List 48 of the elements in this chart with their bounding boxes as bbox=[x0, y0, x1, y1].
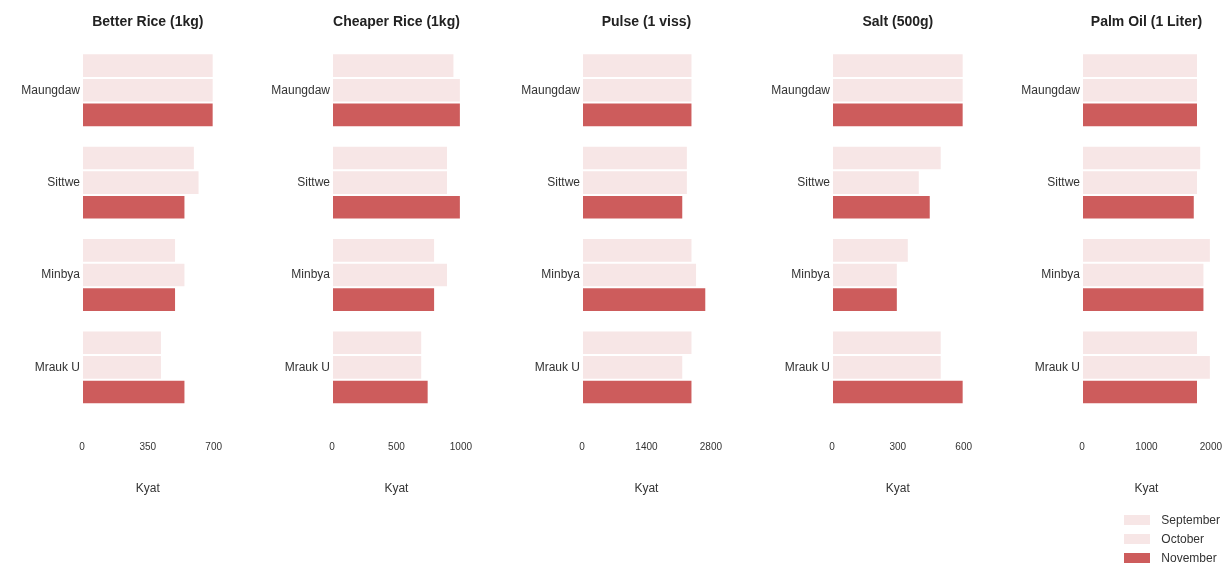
x-tick-label: 500 bbox=[388, 441, 406, 453]
x-tick-label: 600 bbox=[955, 441, 973, 453]
x-tick-label: 700 bbox=[205, 441, 223, 453]
chart-title: Palm Oil (1 Liter) bbox=[1090, 12, 1203, 29]
x-axis-title: Kyat bbox=[634, 481, 660, 496]
y-tick-label: Sittwe bbox=[797, 174, 831, 189]
chart-title: Pulse (1 viss) bbox=[601, 12, 692, 29]
chart-title: Cheaper Rice (1kg) bbox=[333, 12, 460, 29]
x-tick-label: 1000 bbox=[449, 441, 473, 453]
x-tick-label: 2800 bbox=[699, 441, 723, 453]
y-tick-label: Sittwe bbox=[47, 174, 81, 189]
x-axis-title: Kyat bbox=[1134, 481, 1160, 496]
y-tick-label: Maungdaw bbox=[1021, 82, 1081, 97]
y-tick-label: Minbya bbox=[541, 267, 581, 282]
y-tick-label: Maungdaw bbox=[771, 82, 831, 97]
y-tick-label: Mrauk U bbox=[784, 359, 830, 374]
x-tick-label: 2000 bbox=[1199, 441, 1223, 453]
x-tick-label: 350 bbox=[139, 441, 157, 453]
chart-title: Salt (500g) bbox=[862, 12, 934, 29]
legend-label: September bbox=[1161, 512, 1220, 527]
legend-label: November bbox=[1161, 550, 1217, 565]
y-tick-label: Maungdaw bbox=[271, 82, 331, 97]
x-axis-title: Kyat bbox=[135, 481, 161, 496]
x-tick-label: 0 bbox=[579, 441, 586, 453]
y-tick-label: Maungdaw bbox=[21, 82, 81, 97]
x-tick-label: 0 bbox=[829, 441, 836, 453]
legend-label: October bbox=[1161, 531, 1204, 546]
x-tick-label: 300 bbox=[889, 441, 907, 453]
y-tick-label: Minbya bbox=[791, 267, 831, 282]
x-axis-title: Kyat bbox=[885, 481, 911, 496]
x-axis-title: Kyat bbox=[384, 481, 410, 496]
y-tick-label: Minbya bbox=[41, 267, 81, 282]
chart-title: Better Rice (1kg) bbox=[92, 12, 204, 29]
x-tick-label: 1000 bbox=[1135, 441, 1158, 453]
y-tick-label: Maungdaw bbox=[521, 82, 581, 97]
y-tick-label: Minbya bbox=[1041, 267, 1081, 282]
x-tick-label: 1400 bbox=[635, 441, 658, 453]
x-tick-label: 0 bbox=[329, 441, 336, 453]
x-tick-label: 0 bbox=[1079, 441, 1086, 453]
x-tick-label: 0 bbox=[79, 441, 86, 453]
y-tick-label: Sittwe bbox=[1047, 174, 1081, 189]
y-tick-label: Minbya bbox=[291, 267, 331, 282]
y-tick-label: Mrauk U bbox=[284, 359, 330, 374]
y-tick-label: Mrauk U bbox=[534, 359, 580, 374]
y-tick-label: Mrauk U bbox=[34, 359, 80, 374]
y-tick-label: Mrauk U bbox=[1034, 359, 1080, 374]
y-tick-label: Sittwe bbox=[297, 174, 331, 189]
y-tick-label: Sittwe bbox=[547, 174, 581, 189]
